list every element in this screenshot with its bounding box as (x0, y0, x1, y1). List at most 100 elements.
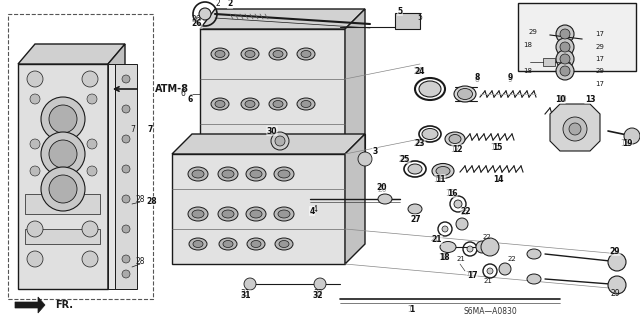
Circle shape (560, 54, 570, 64)
Circle shape (30, 139, 40, 149)
Text: 21: 21 (456, 256, 465, 262)
Text: 26: 26 (192, 19, 202, 28)
Ellipse shape (301, 50, 311, 57)
Ellipse shape (432, 164, 454, 179)
Circle shape (87, 139, 97, 149)
Text: 12: 12 (451, 145, 460, 153)
Ellipse shape (527, 249, 541, 259)
Ellipse shape (218, 207, 238, 221)
Polygon shape (18, 64, 108, 289)
Circle shape (122, 195, 130, 203)
Text: 1: 1 (408, 305, 412, 314)
Circle shape (49, 105, 77, 133)
Ellipse shape (218, 167, 238, 181)
Bar (25, 194, 100, 214)
Text: 13: 13 (585, 94, 595, 103)
Circle shape (87, 94, 97, 104)
Text: ATM-8: ATM-8 (155, 84, 189, 94)
Text: 7: 7 (147, 124, 153, 133)
Text: 13: 13 (585, 94, 595, 103)
Polygon shape (108, 44, 125, 289)
Text: 18: 18 (524, 68, 532, 74)
Text: 5: 5 (417, 12, 422, 21)
Text: 17: 17 (465, 271, 474, 277)
Text: 7: 7 (131, 124, 136, 133)
Ellipse shape (193, 241, 203, 248)
Ellipse shape (246, 167, 266, 181)
Text: 30: 30 (267, 127, 277, 136)
Text: 32: 32 (313, 290, 323, 299)
Ellipse shape (250, 210, 262, 218)
Polygon shape (200, 9, 365, 29)
Ellipse shape (211, 98, 229, 110)
Text: 9: 9 (508, 72, 513, 81)
Circle shape (560, 29, 570, 39)
Ellipse shape (241, 98, 259, 110)
Text: 3: 3 (372, 146, 378, 155)
Circle shape (499, 263, 511, 275)
Text: 20: 20 (377, 184, 387, 194)
Circle shape (122, 165, 130, 173)
Circle shape (30, 94, 40, 104)
Ellipse shape (274, 207, 294, 221)
Polygon shape (15, 297, 45, 313)
Circle shape (275, 136, 285, 146)
Text: 22: 22 (461, 207, 471, 217)
Polygon shape (200, 29, 345, 154)
Ellipse shape (440, 241, 456, 253)
Circle shape (82, 221, 98, 237)
Text: 14: 14 (493, 174, 503, 183)
Text: 17: 17 (595, 56, 605, 62)
Circle shape (27, 71, 43, 87)
Circle shape (122, 105, 130, 113)
Polygon shape (345, 9, 365, 154)
Circle shape (27, 251, 43, 267)
Circle shape (608, 253, 626, 271)
Text: 10: 10 (557, 94, 567, 103)
Circle shape (82, 251, 98, 267)
Circle shape (358, 152, 372, 166)
Circle shape (41, 167, 85, 211)
Text: 16: 16 (445, 189, 455, 198)
Ellipse shape (251, 241, 261, 248)
Circle shape (481, 238, 499, 256)
Ellipse shape (246, 207, 266, 221)
Text: 14: 14 (493, 174, 503, 183)
Text: 18: 18 (524, 42, 532, 48)
Ellipse shape (419, 81, 441, 97)
Text: 3: 3 (372, 146, 378, 155)
Circle shape (442, 226, 448, 232)
Ellipse shape (192, 170, 204, 178)
Ellipse shape (408, 204, 422, 214)
Ellipse shape (436, 167, 450, 175)
Text: 24: 24 (415, 66, 425, 76)
Ellipse shape (269, 98, 287, 110)
Circle shape (244, 278, 256, 290)
Circle shape (556, 62, 574, 80)
Ellipse shape (189, 238, 207, 250)
Circle shape (27, 221, 43, 237)
Text: 29: 29 (596, 68, 604, 74)
Text: 30: 30 (267, 127, 277, 136)
Text: 15: 15 (492, 144, 502, 152)
Text: 2: 2 (216, 0, 220, 9)
Ellipse shape (273, 100, 283, 108)
Text: 29: 29 (610, 247, 620, 256)
Text: 22: 22 (508, 256, 516, 262)
Circle shape (122, 75, 130, 83)
Ellipse shape (192, 210, 204, 218)
Bar (8, 14, 153, 299)
Polygon shape (172, 154, 345, 264)
Text: S6MA—A0830: S6MA—A0830 (463, 307, 517, 315)
Polygon shape (550, 104, 600, 151)
Text: 18: 18 (438, 253, 448, 262)
Circle shape (454, 200, 462, 208)
Circle shape (560, 42, 570, 52)
Ellipse shape (297, 98, 315, 110)
Ellipse shape (245, 100, 255, 108)
Ellipse shape (445, 132, 465, 146)
Text: 15: 15 (490, 144, 500, 152)
Circle shape (122, 270, 130, 278)
Circle shape (49, 175, 77, 203)
Text: 21: 21 (484, 278, 492, 284)
